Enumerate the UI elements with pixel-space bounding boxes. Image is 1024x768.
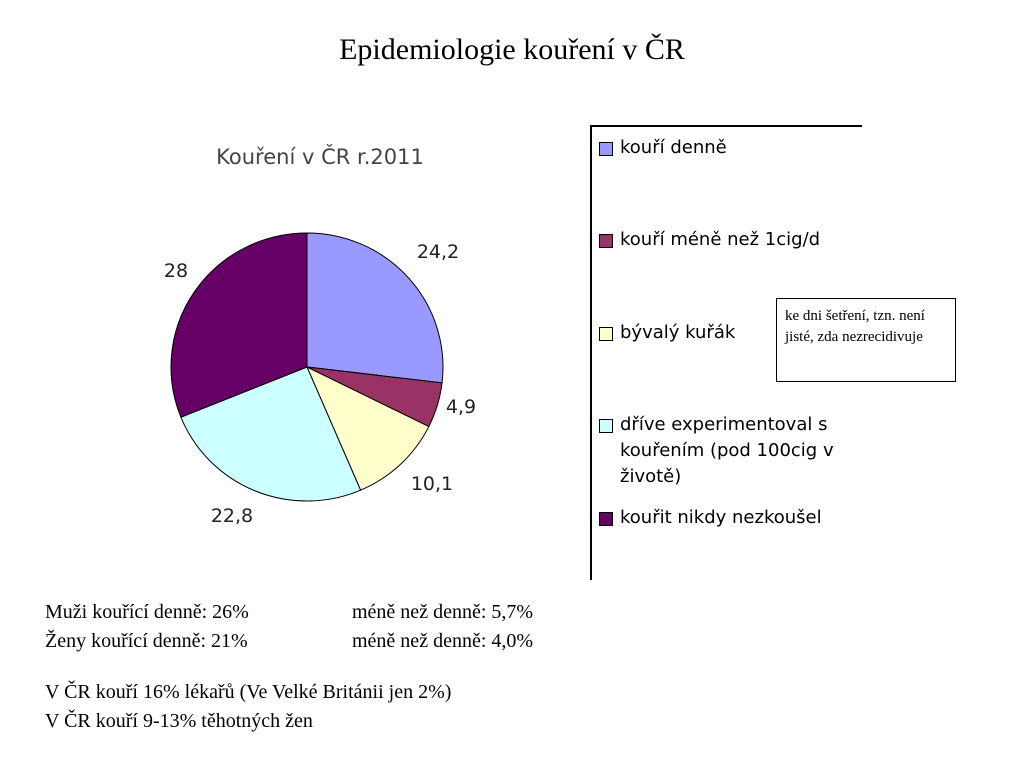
- women-less-than-daily: méně než denně: 4,0%: [352, 630, 534, 652]
- smoking-stats: Muži kouřící denně: 26% méně než denně: …: [45, 598, 533, 656]
- chart-title: Kouření v ČR r.2011: [216, 145, 424, 169]
- pie-value-label: 10,1: [411, 473, 453, 495]
- pie-slice: [180, 366, 362, 502]
- legend-label: kouří méně než 1cig/d: [620, 229, 821, 250]
- facts: V ČR kouří 16% lékařů (Ve Velké Británii…: [45, 678, 451, 736]
- pie-value-label: 24,2: [417, 241, 459, 263]
- legend-swatch: [599, 419, 613, 433]
- legend-swatch: [599, 142, 613, 156]
- slide-title: Epidemiologie kouření v ČR: [339, 33, 685, 66]
- legend-swatch: [599, 327, 613, 341]
- pie-value-label: 22,8: [211, 505, 253, 527]
- fact-doctors: V ČR kouří 16% lékařů (Ve Velké Británii…: [45, 681, 452, 703]
- stats-row-women: Ženy kouřící denně: 21% méně než denně: …: [45, 627, 533, 656]
- legend-label: bývalý kuřák: [620, 322, 736, 343]
- men-daily: Muži kouřící denně: 26%: [45, 601, 249, 623]
- legend-label: kouří denně: [620, 137, 727, 158]
- legend-item-daily: kouří denně: [599, 135, 727, 161]
- legend-swatch: [599, 512, 613, 526]
- legend-swatch: [599, 234, 613, 248]
- women-daily: Ženy kouřící denně: 21%: [45, 630, 248, 652]
- legend-item-experimented: dříve experimentoval s kouřením (pod 100…: [599, 412, 834, 490]
- legend-item-less-than-daily: kouří méně než 1cig/d: [599, 227, 820, 253]
- legend-label: dříve experimentoval s kouřením (pod 100…: [620, 414, 834, 487]
- legend-item-former-smoker: bývalý kuřák: [599, 320, 735, 346]
- legend-label: kouřit nikdy nezkoušel: [620, 507, 822, 528]
- stats-row-men: Muži kouřící denně: 26% méně než denně: …: [45, 598, 533, 627]
- pie-slice: [305, 365, 430, 491]
- pie-slice: [306, 232, 444, 384]
- legend-item-never-tried: kouřit nikdy nezkoušel: [599, 505, 822, 531]
- footnote-box: ke dni šetření, tzn. není jisté, zda nez…: [776, 298, 956, 382]
- men-less-than-daily: méně než denně: 5,7%: [352, 601, 534, 623]
- pie-value-label: 28: [164, 260, 188, 282]
- pie-slice: [170, 232, 308, 418]
- chart-legend: kouří denně kouří méně než 1cig/d bývalý…: [590, 125, 862, 580]
- fact-pregnant: V ČR kouří 9-13% těhotných žen: [45, 710, 313, 732]
- pie-value-label: 4,9: [446, 396, 476, 418]
